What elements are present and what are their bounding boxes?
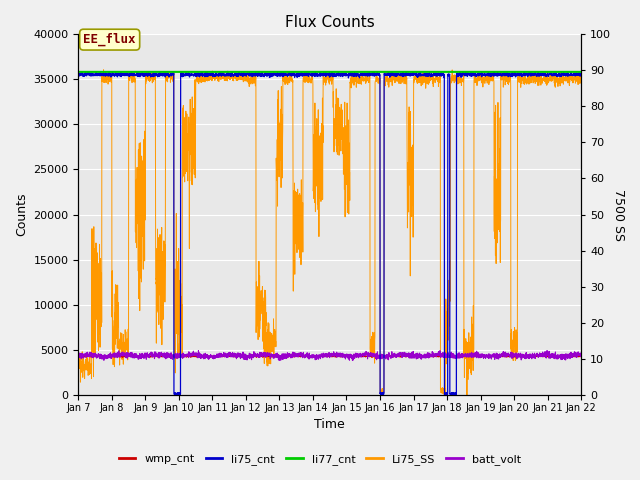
X-axis label: Time: Time bbox=[314, 419, 345, 432]
Text: EE_flux: EE_flux bbox=[83, 33, 136, 46]
Y-axis label: Counts: Counts bbox=[15, 193, 28, 236]
Y-axis label: 7500 SS: 7500 SS bbox=[612, 189, 625, 240]
Legend: wmp_cnt, li75_cnt, li77_cnt, Li75_SS, batt_volt: wmp_cnt, li75_cnt, li77_cnt, Li75_SS, ba… bbox=[115, 450, 525, 469]
Title: Flux Counts: Flux Counts bbox=[285, 15, 374, 30]
